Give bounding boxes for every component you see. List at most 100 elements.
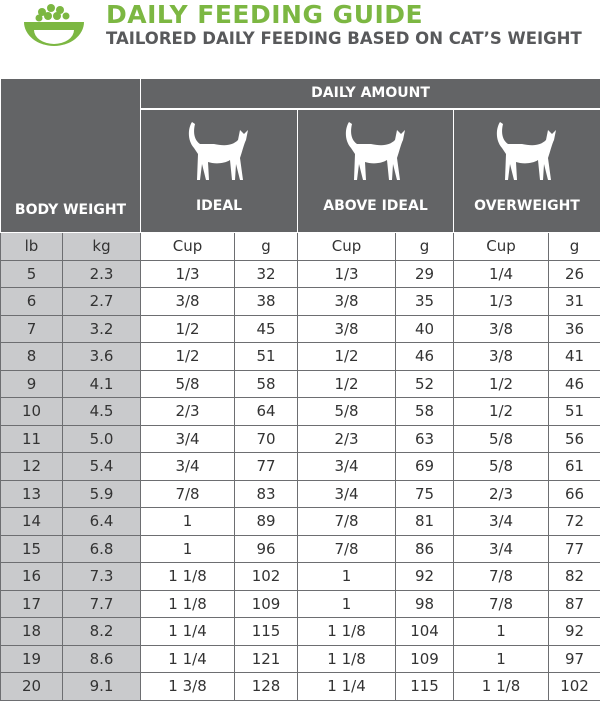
body-weight-header: BODY WEIGHT — [1, 79, 141, 233]
column-header: ABOVE IDEAL — [298, 109, 454, 233]
table-cell: 4.5 — [63, 398, 141, 426]
table-cell: 3/4 — [454, 535, 549, 563]
table-cell: 77 — [235, 453, 298, 481]
table-cell: 6 — [1, 288, 63, 316]
table-cell: 82 — [549, 563, 600, 591]
table-cell: 61 — [549, 453, 600, 481]
table-cell: 1 1/8 — [298, 645, 396, 673]
body-weight-label: BODY WEIGHT — [1, 202, 140, 232]
table-cell: 16 — [1, 563, 63, 591]
table-cell: 1 — [141, 535, 235, 563]
table-cell: 1 1/4 — [141, 645, 235, 673]
table-cell: 51 — [549, 398, 600, 426]
subheader-cell: g — [549, 232, 600, 260]
table-cell: 2/3 — [141, 398, 235, 426]
table-cell: 3.6 — [63, 343, 141, 371]
feeding-table: BODY WEIGHT DAILY AMOUNT IDEAL ABOVE IDE… — [0, 78, 600, 701]
table-cell: 46 — [396, 343, 454, 371]
logo-icon — [18, 0, 90, 52]
table-cell: 10 — [1, 398, 63, 426]
column-label: ABOVE IDEAL — [298, 198, 453, 232]
table-cell: 109 — [396, 645, 454, 673]
table-cell: 89 — [235, 508, 298, 536]
table-cell: 1 — [454, 618, 549, 646]
table-cell: 35 — [396, 288, 454, 316]
table-cell: 38 — [235, 288, 298, 316]
table-cell: 5/8 — [141, 370, 235, 398]
table-cell: 1/3 — [298, 260, 396, 288]
table-cell: 115 — [396, 673, 454, 701]
table-cell: 7.7 — [63, 590, 141, 618]
table-cell: 7/8 — [298, 508, 396, 536]
table-cell: 9 — [1, 370, 63, 398]
table-cell: 1/3 — [141, 260, 235, 288]
table-cell: 1 1/4 — [298, 673, 396, 701]
table-cell: 3.2 — [63, 315, 141, 343]
cat-icon — [341, 118, 411, 188]
table-cell: 12 — [1, 453, 63, 481]
table-cell: 5 — [1, 260, 63, 288]
table-cell: 96 — [235, 535, 298, 563]
table-cell: 72 — [549, 508, 600, 536]
subheader-cell: Cup — [454, 232, 549, 260]
table-cell: 5.9 — [63, 480, 141, 508]
table-cell: 83 — [235, 480, 298, 508]
table-cell: 5.0 — [63, 425, 141, 453]
table-cell: 6.4 — [63, 508, 141, 536]
column-label: OVERWEIGHT — [454, 198, 600, 232]
table-cell: 3/4 — [141, 453, 235, 481]
table-cell: 8.2 — [63, 618, 141, 646]
table-cell: 1 — [298, 563, 396, 591]
table-cell: 1/3 — [454, 288, 549, 316]
cat-icon — [492, 118, 562, 188]
table-cell: 1 — [454, 645, 549, 673]
table-cell: 4.1 — [63, 370, 141, 398]
table-cell: 7/8 — [141, 480, 235, 508]
table-cell: 17 — [1, 590, 63, 618]
table-cell: 51 — [235, 343, 298, 371]
table-cell: 1 3/8 — [141, 673, 235, 701]
table-cell: 64 — [235, 398, 298, 426]
table-cell: 56 — [549, 425, 600, 453]
table-cell: 104 — [396, 618, 454, 646]
table-cell: 69 — [396, 453, 454, 481]
table-cell: 1/2 — [454, 370, 549, 398]
table-cell: 70 — [235, 425, 298, 453]
table-cell: 6.8 — [63, 535, 141, 563]
table-cell: 32 — [235, 260, 298, 288]
table-cell: 36 — [549, 315, 600, 343]
table-cell: 1 1/8 — [298, 618, 396, 646]
table-cell: 5/8 — [298, 398, 396, 426]
table-cell: 109 — [235, 590, 298, 618]
table-cell: 1/2 — [141, 343, 235, 371]
column-header: OVERWEIGHT — [454, 109, 600, 233]
header: DAILY FEEDING GUIDE TAILORED DAILY FEEDI… — [0, 0, 600, 78]
table-cell: 46 — [549, 370, 600, 398]
table-cell: 3/4 — [298, 480, 396, 508]
table-cell: 58 — [396, 398, 454, 426]
table-cell: 3/8 — [141, 288, 235, 316]
table-cell: 1 1/8 — [454, 673, 549, 701]
table-cell: 7/8 — [298, 535, 396, 563]
table-cell: 7/8 — [454, 563, 549, 591]
table-cell: 77 — [549, 535, 600, 563]
table-cell: 1 — [298, 590, 396, 618]
table-cell: 7 — [1, 315, 63, 343]
table-cell: 3/4 — [298, 453, 396, 481]
table-cell: 15 — [1, 535, 63, 563]
subheader-cell: kg — [63, 232, 141, 260]
table-cell: 3/8 — [454, 343, 549, 371]
table-cell: 5/8 — [454, 453, 549, 481]
table-cell: 63 — [396, 425, 454, 453]
table-cell: 3/4 — [141, 425, 235, 453]
table-cell: 52 — [396, 370, 454, 398]
subheader-cell: g — [235, 232, 298, 260]
